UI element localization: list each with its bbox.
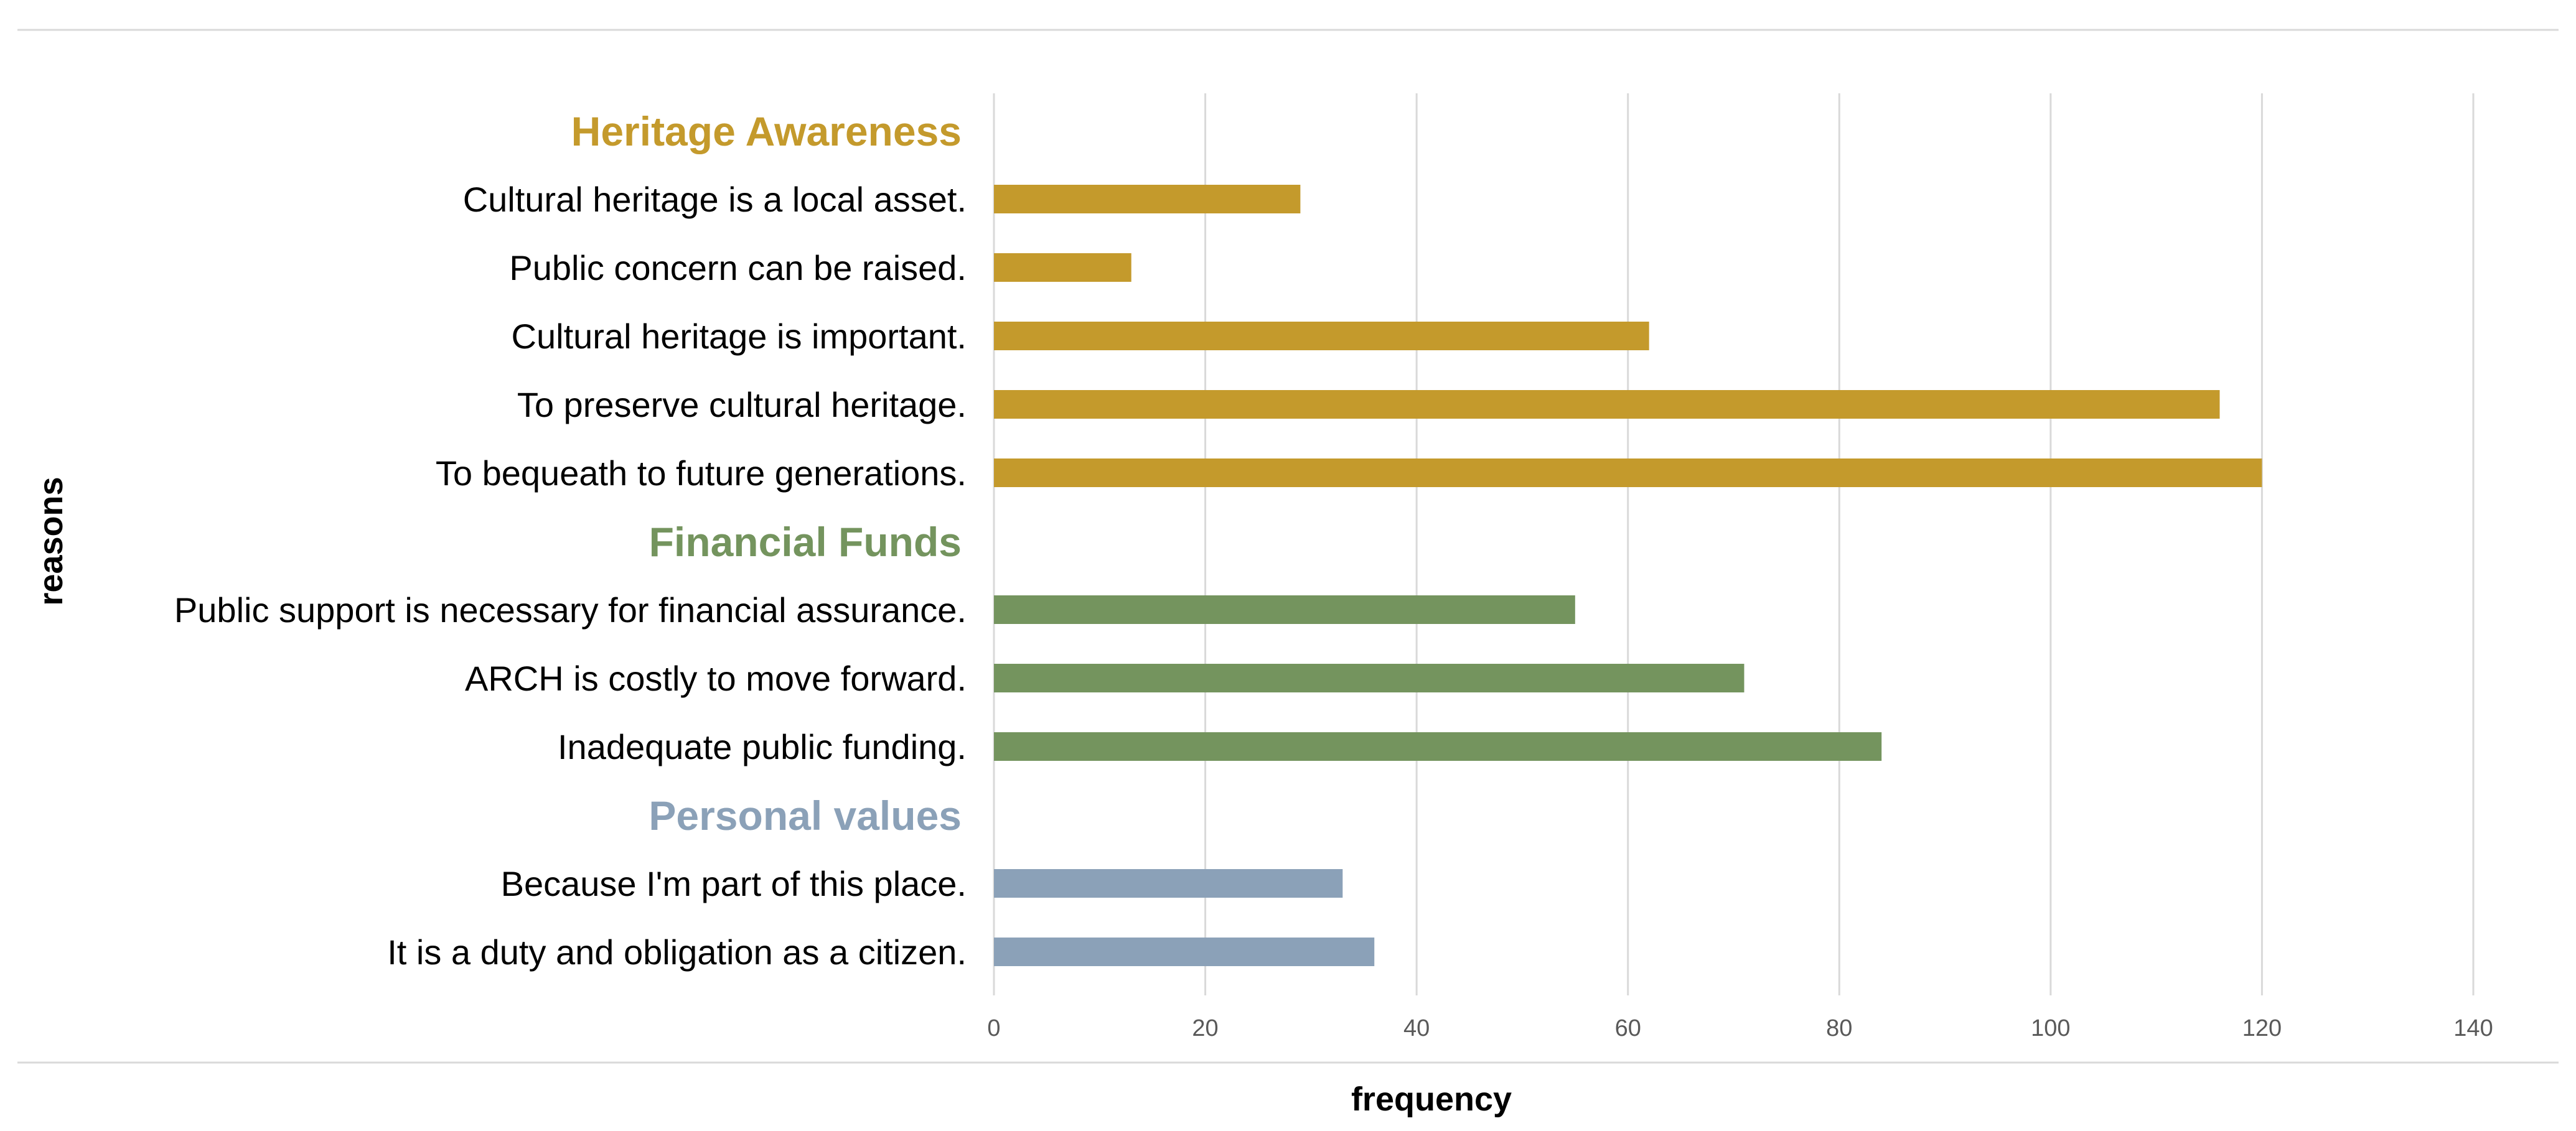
category-label: To bequeath to future generations. — [436, 454, 967, 493]
category-labels: Heritage Awareness Cultural heritage is a… — [174, 108, 967, 972]
x-axis-ticks: 0 20 40 60 80 100 120 140 — [987, 1015, 2493, 1041]
category-label: ARCH is costly to move forward. — [465, 659, 967, 698]
bar — [994, 322, 1649, 350]
category-label: Inadequate public funding. — [558, 727, 967, 766]
bar — [994, 458, 2262, 487]
bar — [994, 253, 1131, 282]
x-tick-label: 100 — [2031, 1015, 2070, 1041]
group-label: Personal values — [649, 793, 962, 839]
x-axis-title: frequency — [1351, 1081, 1512, 1118]
category-label: Because I'm part of this place. — [501, 864, 967, 903]
x-tick-label: 20 — [1192, 1015, 1218, 1041]
category-label: Cultural heritage is important. — [512, 317, 967, 356]
x-tick-label: 40 — [1403, 1015, 1430, 1041]
bar — [994, 732, 1882, 761]
x-tick-label: 60 — [1615, 1015, 1641, 1041]
group-label: Financial Funds — [649, 519, 962, 565]
gridlines — [993, 93, 2475, 995]
bars — [994, 185, 2262, 966]
y-axis-title: reasons — [32, 477, 70, 605]
bar — [994, 390, 2220, 419]
category-label: It is a duty and obligation as a citizen… — [387, 933, 967, 972]
bar — [994, 185, 1301, 213]
x-tick-label: 0 — [987, 1015, 1000, 1041]
category-label: Cultural heritage is a local asset. — [463, 180, 967, 219]
category-label: Public concern can be raised. — [509, 248, 967, 287]
group-label: Heritage Awareness — [571, 108, 962, 154]
x-tick-label: 140 — [2453, 1015, 2493, 1041]
bar — [994, 938, 1375, 966]
category-label: Public support is necessary for financia… — [174, 590, 967, 630]
category-label: To preserve cultural heritage. — [517, 385, 967, 424]
x-tick-label: 120 — [2242, 1015, 2282, 1041]
x-tick-label: 80 — [1826, 1015, 1852, 1041]
bar — [994, 664, 1745, 692]
bar — [994, 869, 1343, 898]
bar — [994, 595, 1575, 624]
